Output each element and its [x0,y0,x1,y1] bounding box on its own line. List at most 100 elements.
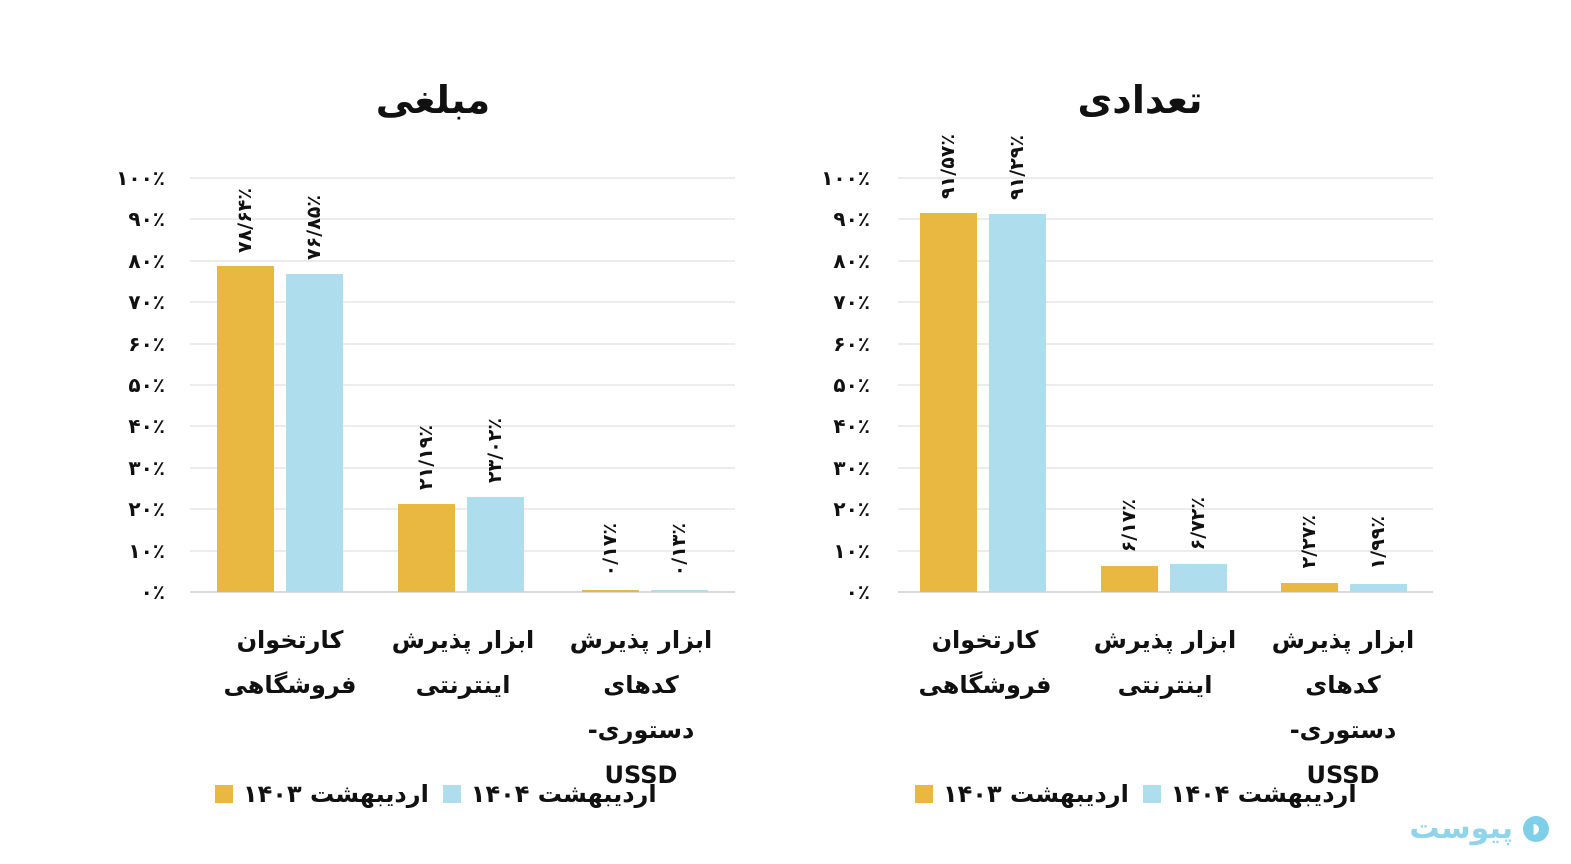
bar [582,590,639,592]
gridline [898,177,1433,179]
bar [286,273,343,592]
gridline [898,508,1433,511]
gridline [898,549,1433,552]
legend-swatch-icon [215,785,233,803]
y-tick-label: ۶۰٪ [833,331,870,356]
gridline [190,301,735,304]
category-line: USSD [604,761,678,789]
bar-value-label: ۶/۱۷٪ [1118,499,1140,553]
gridline [190,384,735,386]
legend-item-1403: اردیبهشت ۱۴۰۳ [915,780,1129,808]
y-tick-label: ۸۰٪ [128,248,165,273]
bar-value-label: ۶/۷۲٪ [1187,496,1209,551]
category-label: ابزار پذیرش اینترنتی [368,618,558,708]
legend-item-1404: اردیبهشت ۱۴۰۴ [442,780,657,808]
category-line: ابزار پذیرش [1271,626,1415,654]
gridline [190,466,735,469]
gridline [898,218,1433,221]
bar [467,496,524,592]
y-tick-label: ۳۰٪ [128,455,165,480]
amount-chart-panel: مبلغی ۷۸/۶۴٪ ۷۶/۸۵٪ ۲۱/۱۹٪ ۲۳/۰۲٪ ۰/۱۷٪ ۰/۱۳٪… [0,0,735,864]
bar [651,590,708,592]
brand-logo: ◗ پیوست [1409,811,1549,846]
bar-value-label: ۷۸/۶۴٪ [234,187,256,253]
logo-text: پیوست [1409,811,1513,846]
bar-value-label: ۰/۱۳٪ [668,522,690,576]
legend-item-1403: اردیبهشت ۱۴۰۳ [215,780,429,808]
bar [217,266,274,592]
plot-area: ۹۱/۵۷٪ ۹۱/۲۹٪ ۶/۱۷٪ ۶/۷۲٪ ۲/۲۷٪ ۱/۹۹٪ [898,134,1433,593]
gridline [898,259,1433,262]
category-line: کدهای دستوری- [587,671,695,744]
category-line: کدهای دستوری- [1289,671,1397,744]
category-line: ابزار پذیرش [569,626,713,654]
bar-value-label: ۲۱/۱۹٪ [415,425,437,491]
gridline [190,591,735,593]
bar-value-label: ۹۱/۵۷٪ [937,133,959,199]
category-line: ابزار پذیرش [391,626,535,654]
y-tick-label: ۹۰٪ [833,207,870,232]
gridline [898,466,1433,469]
gridline [190,218,735,221]
category-label: ابزار پذیرش کدهای دستوری- USSD [1248,618,1438,798]
y-tick-label: ۵۰٪ [128,373,165,397]
legend-label: اردیبهشت ۱۴۰۳ [243,780,429,808]
bar [1281,582,1338,592]
gridline [190,259,735,262]
legend-label: اردیبهشت ۱۴۰۴ [1170,780,1357,808]
gridline [190,549,735,552]
gridline [898,591,1433,593]
bar-value-label: ۹۱/۲۹٪ [1006,135,1028,201]
y-tick-label: ۰٪ [845,580,870,604]
category-label: ابزار پذیرش کدهای دستوری- USSD [546,618,736,798]
bar-value-label: ۲/۲۷٪ [1298,515,1320,569]
y-tick-label: ۳۰٪ [833,455,870,480]
category-label: کارتخوان فروشگاهی [890,618,1080,708]
bar [989,214,1046,592]
bar-value-label: ۲۳/۰۲٪ [484,417,506,483]
y-tick-label: ۸۰٪ [833,248,870,273]
category-line: فروشگاهی [223,671,357,699]
y-tick-label: ۱۰٪ [128,538,165,563]
bar [1170,564,1227,592]
y-tick-label: ۴۰٪ [128,414,165,439]
legend-label: اردیبهشت ۱۴۰۴ [470,780,657,808]
bar [1350,583,1407,592]
legend: اردیبهشت ۱۴۰۴ اردیبهشت ۱۴۰۳ [215,780,657,808]
legend-swatch-icon [915,785,933,803]
category-line: ابزار پذیرش [1093,626,1237,654]
category-label: ابزار پذیرش اینترنتی [1070,618,1260,708]
y-tick-label: ۹۰٪ [128,207,165,232]
bar [1101,566,1158,592]
legend-item-1404: اردیبهشت ۱۴۰۴ [1142,780,1357,808]
gridline [190,177,735,179]
category-line: اینترنتی [1117,671,1213,699]
bar-value-label: ۱/۹۹٪ [1367,516,1389,570]
y-tick-label: ۱۰۰٪ [821,166,870,190]
gridline [190,508,735,511]
plot-area: ۷۸/۶۴٪ ۷۶/۸۵٪ ۲۱/۱۹٪ ۲۳/۰۲٪ ۰/۱۷٪ ۰/۱۳٪ [190,177,735,593]
gridline [190,425,735,428]
category-line: کارتخوان [931,626,1039,654]
chart-title: تعدادی [1077,78,1203,122]
y-tick-label: ۶۰٪ [128,331,165,356]
count-chart-panel: تعدادی ۹۱/۵۷٪ ۹۱/۲۹٪ ۶/۱۷٪ ۶/۷۲٪ ۲/۲۷٪ ۱/۹۹٪ … [700,0,1433,864]
legend-swatch-icon [1142,785,1161,803]
gridline [190,342,735,345]
y-tick-label: ۱۰٪ [833,538,870,563]
y-tick-label: ۷۰٪ [128,290,165,315]
legend-swatch-icon [442,785,461,803]
gridline [898,342,1433,345]
y-tick-label: ۵۰٪ [833,373,870,397]
y-tick-label: ۰٪ [140,580,165,604]
bar [920,212,977,592]
y-tick-label: ۴۰٪ [833,414,870,439]
gridline [898,384,1433,386]
category-line: USSD [1306,761,1380,789]
y-tick-label: ۱۰۰٪ [116,166,165,190]
bar-value-label: ۷۶/۸۵٪ [303,194,325,260]
logo-mark-icon: ◗ [1523,815,1549,842]
legend-label: اردیبهشت ۱۴۰۳ [943,780,1129,808]
category-label: کارتخوان فروشگاهی [195,618,385,708]
y-tick-label: ۲۰٪ [128,497,165,522]
